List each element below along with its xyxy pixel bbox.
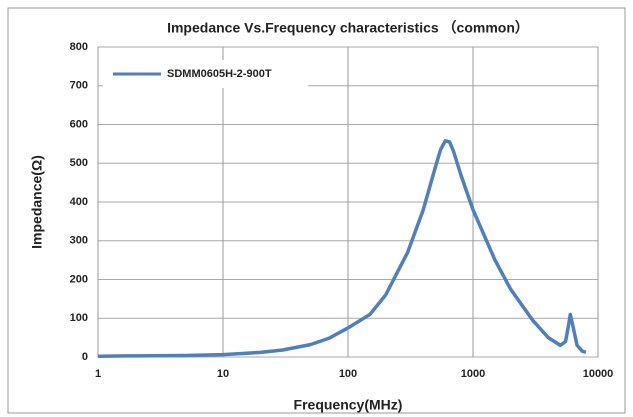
x-tick-label: 1 xyxy=(95,368,101,380)
x-tick-label: 10000 xyxy=(583,368,614,380)
x-tick-label: 1000 xyxy=(461,368,485,380)
legend-label: SDMM0605H-2-900T xyxy=(167,68,272,80)
x-axis-label: Frequency(MHz) xyxy=(294,397,403,413)
y-tick-label: 200 xyxy=(70,273,88,285)
y-tick-label: 500 xyxy=(70,157,88,169)
y-tick-label: 600 xyxy=(70,118,88,130)
y-tick-label: 300 xyxy=(70,235,88,247)
y-tick-label: 700 xyxy=(70,80,88,92)
x-tick-label: 10 xyxy=(217,368,229,380)
data-line xyxy=(97,139,587,358)
y-tick-label: 100 xyxy=(70,312,88,324)
x-tick-label: 100 xyxy=(339,368,357,380)
y-axis-label: Impedance(Ω) xyxy=(29,155,45,249)
y-tick-label: 400 xyxy=(70,196,88,208)
chart-title: Impedance Vs.Frequency characteristics （… xyxy=(167,20,529,36)
y-tick-label: 0 xyxy=(82,351,88,363)
y-tick-label: 800 xyxy=(70,41,88,53)
